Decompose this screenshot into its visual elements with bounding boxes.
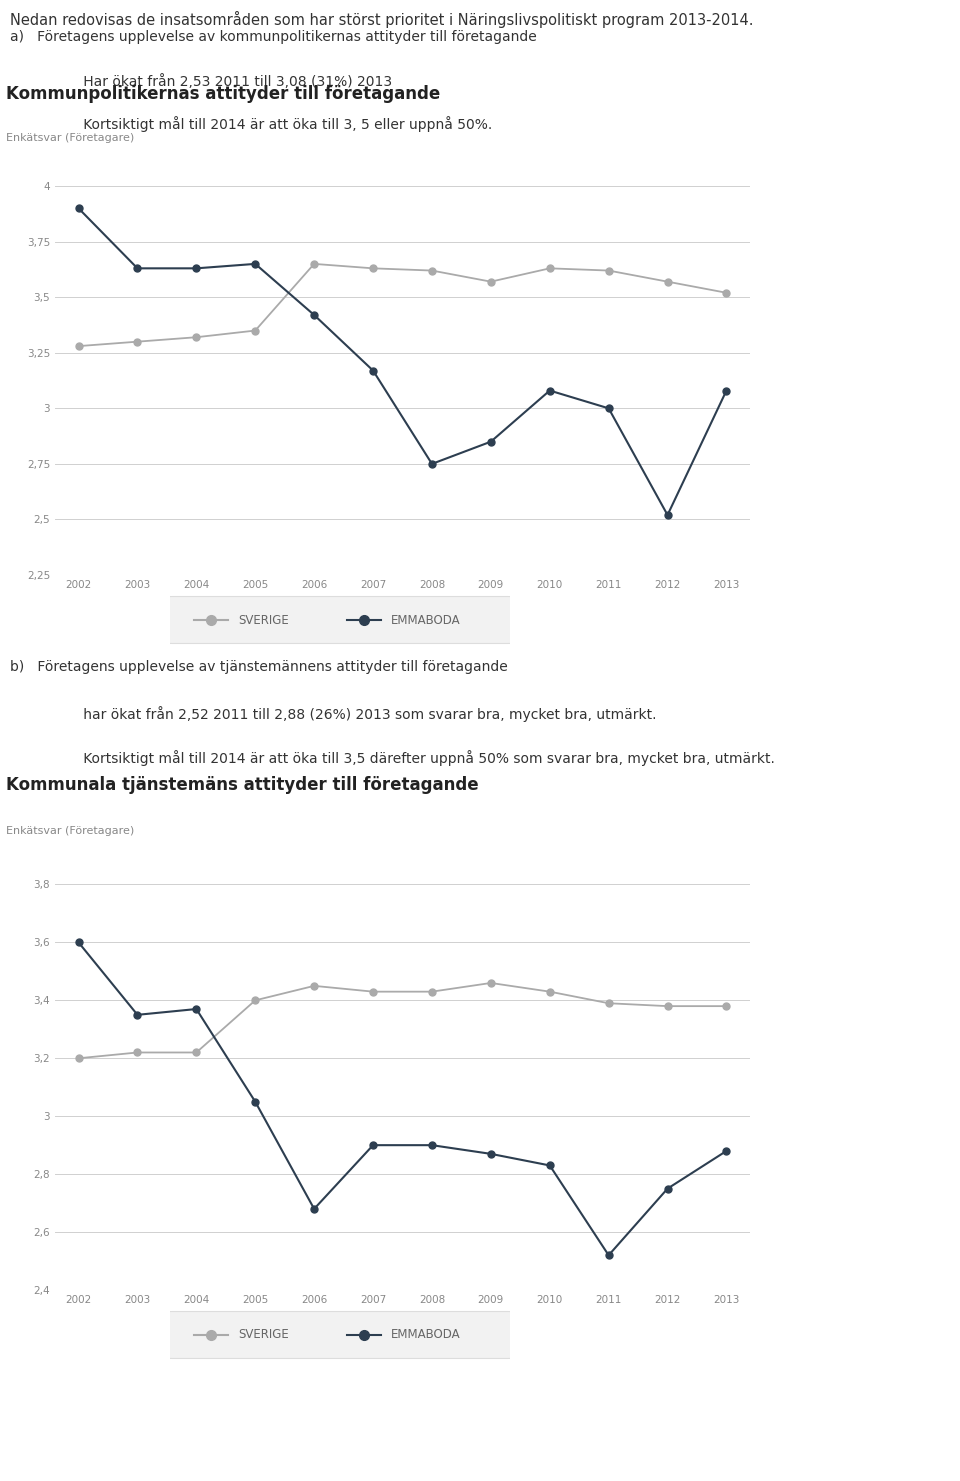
FancyBboxPatch shape — [167, 597, 514, 644]
Text: Nedan redovisas de insatsområden som har störst prioritet i Näringslivspolitiskt: Nedan redovisas de insatsområden som har… — [10, 10, 753, 28]
Text: Enkätsvar (Företagare): Enkätsvar (Företagare) — [7, 826, 134, 837]
Text: a)   Företagens upplevelse av kommunpolitikernas attityder till företagande: a) Företagens upplevelse av kommunpoliti… — [10, 30, 537, 44]
Text: Kommunpolitikernas attityder till företagande: Kommunpolitikernas attityder till företa… — [7, 84, 441, 104]
Text: EMMABODA: EMMABODA — [391, 1328, 461, 1342]
Text: har ökat från 2,52 2011 till 2,88 (26%) 2013 som svarar bra, mycket bra, utmärkt: har ökat från 2,52 2011 till 2,88 (26%) … — [57, 705, 656, 721]
Text: Kortsiktigt mål till 2014 är att öka till 3, 5 eller uppnå 50%.: Kortsiktigt mål till 2014 är att öka til… — [57, 116, 492, 132]
Text: SVERIGE: SVERIGE — [238, 613, 289, 626]
Text: b)   Företagens upplevelse av tjänstemännens attityder till företagande: b) Företagens upplevelse av tjänstemänne… — [10, 661, 507, 674]
Text: Enkätsvar (Företagare): Enkätsvar (Företagare) — [7, 133, 134, 144]
Text: SVERIGE: SVERIGE — [238, 1328, 289, 1342]
Text: Kommunala tjänstemäns attityder till företagande: Kommunala tjänstemäns attityder till för… — [7, 776, 479, 794]
FancyBboxPatch shape — [167, 1312, 514, 1358]
Text: Kortsiktigt mål till 2014 är att öka till 3,5 därefter uppnå 50% som svarar bra,: Kortsiktigt mål till 2014 är att öka til… — [57, 749, 775, 766]
Text: EMMABODA: EMMABODA — [391, 613, 461, 626]
Text: Har ökat från 2,53 2011 till 3,08 (31%) 2013: Har ökat från 2,53 2011 till 3,08 (31%) … — [57, 74, 392, 89]
